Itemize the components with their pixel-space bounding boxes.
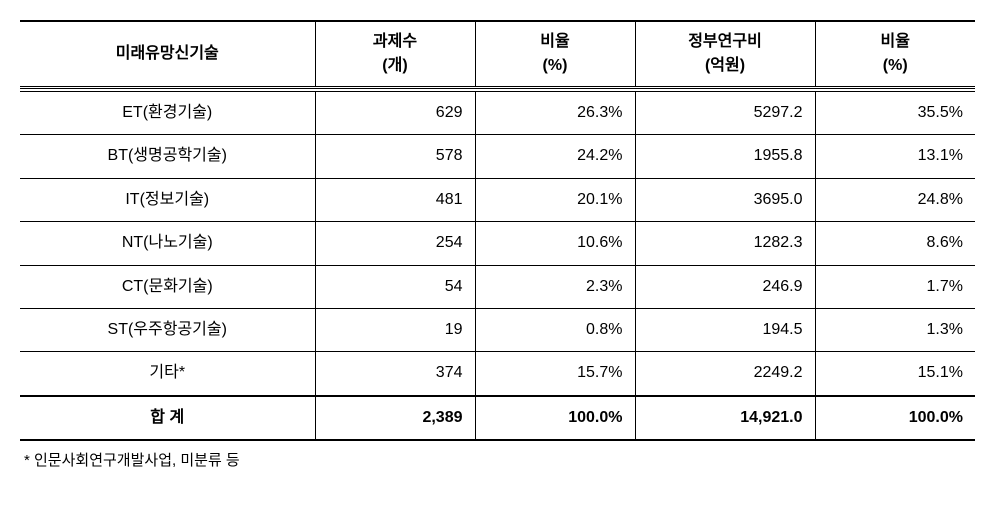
cell-count: 54 bbox=[315, 265, 475, 308]
cell-name: CT(문화기술) bbox=[20, 265, 315, 308]
cell-count: 629 bbox=[315, 92, 475, 135]
cell-budget: 1282.3 bbox=[635, 222, 815, 265]
col-header-unit: (개) bbox=[382, 57, 407, 74]
cell-count: 19 bbox=[315, 308, 475, 351]
col-header-label: 정부연구비 bbox=[688, 33, 762, 50]
col-header-label: 비율 bbox=[540, 33, 569, 50]
table-body: ET(환경기술) 629 26.3% 5297.2 35.5% BT(생명공학기… bbox=[20, 92, 975, 441]
col-header-ratio1: 비율 (%) bbox=[475, 21, 635, 88]
cell-total-name: 합 계 bbox=[20, 396, 315, 440]
table-row: 기타* 374 15.7% 2249.2 15.1% bbox=[20, 352, 975, 396]
col-header-unit: (억원) bbox=[705, 57, 745, 74]
cell-count: 481 bbox=[315, 178, 475, 221]
cell-count: 254 bbox=[315, 222, 475, 265]
cell-budget: 1955.8 bbox=[635, 135, 815, 178]
cell-ratio1: 15.7% bbox=[475, 352, 635, 396]
col-header-name: 미래유망신기술 bbox=[20, 21, 315, 88]
col-header-label: 과제수 bbox=[373, 33, 417, 50]
cell-count: 578 bbox=[315, 135, 475, 178]
cell-budget: 3695.0 bbox=[635, 178, 815, 221]
cell-ratio2: 8.6% bbox=[815, 222, 975, 265]
cell-total-ratio2: 100.0% bbox=[815, 396, 975, 440]
cell-ratio2: 1.3% bbox=[815, 308, 975, 351]
cell-ratio2: 24.8% bbox=[815, 178, 975, 221]
cell-name: IT(정보기술) bbox=[20, 178, 315, 221]
cell-total-budget: 14,921.0 bbox=[635, 396, 815, 440]
cell-total-count: 2,389 bbox=[315, 396, 475, 440]
table-row: ET(환경기술) 629 26.3% 5297.2 35.5% bbox=[20, 92, 975, 135]
cell-count: 374 bbox=[315, 352, 475, 396]
table-row: ST(우주항공기술) 19 0.8% 194.5 1.3% bbox=[20, 308, 975, 351]
table-row: NT(나노기술) 254 10.6% 1282.3 8.6% bbox=[20, 222, 975, 265]
cell-ratio1: 26.3% bbox=[475, 92, 635, 135]
cell-ratio2: 35.5% bbox=[815, 92, 975, 135]
table-row: BT(생명공학기술) 578 24.2% 1955.8 13.1% bbox=[20, 135, 975, 178]
cell-ratio1: 0.8% bbox=[475, 308, 635, 351]
col-header-unit: (%) bbox=[543, 57, 568, 74]
cell-ratio1: 10.6% bbox=[475, 222, 635, 265]
cell-name: ET(환경기술) bbox=[20, 92, 315, 135]
table-header: 미래유망신기술 과제수 (개) 비율 (%) 정부연구비 (억원) 비율 (%) bbox=[20, 21, 975, 92]
cell-ratio2: 15.1% bbox=[815, 352, 975, 396]
col-header-unit: (%) bbox=[883, 57, 908, 74]
cell-ratio1: 20.1% bbox=[475, 178, 635, 221]
table-row: IT(정보기술) 481 20.1% 3695.0 24.8% bbox=[20, 178, 975, 221]
cell-ratio1: 2.3% bbox=[475, 265, 635, 308]
cell-ratio2: 1.7% bbox=[815, 265, 975, 308]
cell-budget: 2249.2 bbox=[635, 352, 815, 396]
cell-budget: 194.5 bbox=[635, 308, 815, 351]
footnote: * 인문사회연구개발사업, 미분류 등 bbox=[20, 449, 975, 470]
cell-ratio1: 24.2% bbox=[475, 135, 635, 178]
col-header-count: 과제수 (개) bbox=[315, 21, 475, 88]
cell-name: ST(우주항공기술) bbox=[20, 308, 315, 351]
table-row: CT(문화기술) 54 2.3% 246.9 1.7% bbox=[20, 265, 975, 308]
col-header-label: 미래유망신기술 bbox=[116, 45, 219, 62]
cell-ratio2: 13.1% bbox=[815, 135, 975, 178]
cell-name: NT(나노기술) bbox=[20, 222, 315, 265]
cell-name: BT(생명공학기술) bbox=[20, 135, 315, 178]
col-header-budget: 정부연구비 (억원) bbox=[635, 21, 815, 88]
table-total-row: 합 계 2,389 100.0% 14,921.0 100.0% bbox=[20, 396, 975, 440]
cell-name: 기타* bbox=[20, 352, 315, 396]
col-header-label: 비율 bbox=[881, 33, 910, 50]
cell-budget: 5297.2 bbox=[635, 92, 815, 135]
cell-total-ratio1: 100.0% bbox=[475, 396, 635, 440]
cell-budget: 246.9 bbox=[635, 265, 815, 308]
col-header-ratio2: 비율 (%) bbox=[815, 21, 975, 88]
tech-table: 미래유망신기술 과제수 (개) 비율 (%) 정부연구비 (억원) 비율 (%)… bbox=[20, 20, 975, 441]
